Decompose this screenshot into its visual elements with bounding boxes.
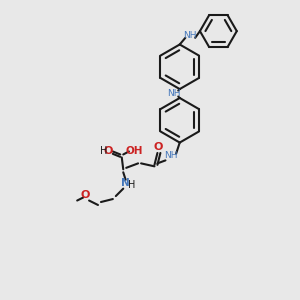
Text: H: H (100, 146, 107, 156)
Text: NH: NH (164, 152, 178, 160)
Text: NH: NH (183, 31, 196, 40)
Text: H: H (128, 180, 135, 190)
Text: OH: OH (126, 146, 143, 156)
Text: NH: NH (168, 89, 181, 98)
Text: N: N (121, 178, 130, 188)
Text: O: O (104, 146, 113, 156)
Text: O: O (154, 142, 163, 152)
Text: O: O (81, 190, 90, 200)
